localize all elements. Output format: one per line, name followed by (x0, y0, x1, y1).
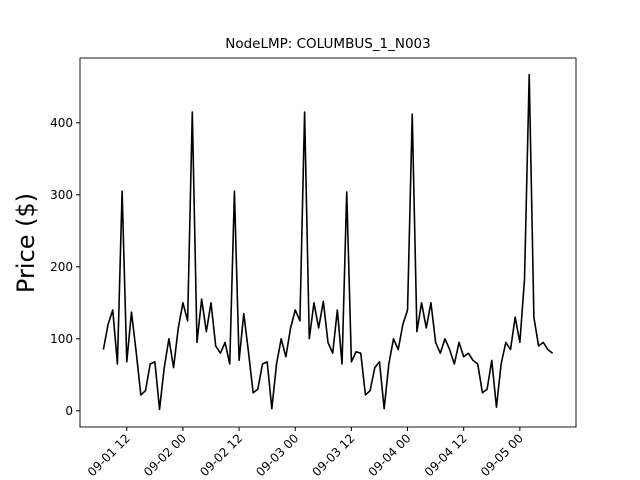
x-tick-label: 09-03 12 (309, 431, 357, 479)
price-line (102, 73, 554, 411)
x-tick-label: 09-04 00 (366, 431, 414, 479)
x-tick-label: 09-02 12 (197, 431, 245, 479)
y-tick-label: 200 (50, 260, 73, 274)
plot-frame (79, 57, 577, 428)
y-axis-label: Price ($) (12, 193, 40, 293)
y-tick-label: 300 (50, 188, 73, 202)
y-tick-label: 400 (50, 116, 73, 130)
x-tick-label: 09-02 00 (141, 431, 189, 479)
x-tick-label: 09-04 12 (422, 431, 470, 479)
y-tick-label: 0 (65, 404, 73, 418)
x-tick-label: 09-05 00 (478, 431, 526, 479)
y-tick-label: 100 (50, 332, 73, 346)
x-tick-label: 09-01 12 (85, 431, 133, 479)
chart-title: NodeLMP: COLUMBUS_1_N003 (225, 36, 430, 52)
x-tick-label: 09-03 00 (253, 431, 301, 479)
